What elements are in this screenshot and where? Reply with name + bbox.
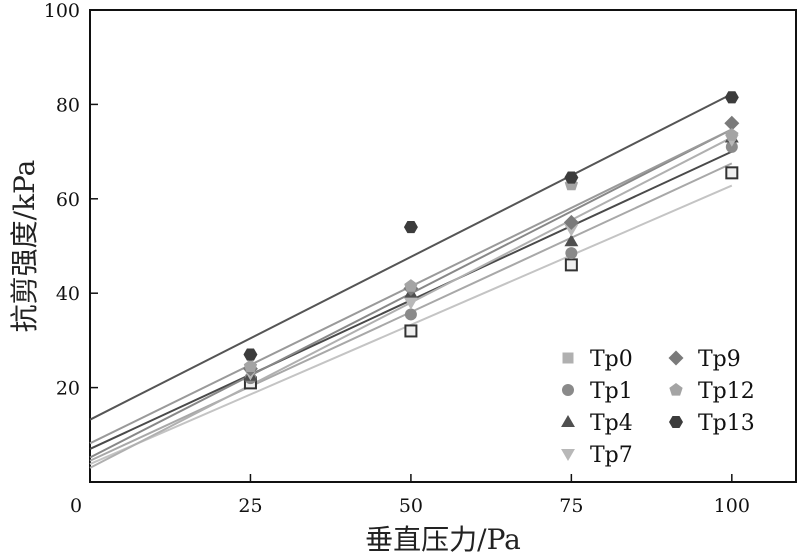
legend-marker-tp0 [562,352,574,364]
data-point-tp12 [243,359,258,373]
legend-marker-tp13 [669,415,683,429]
y-axis-title: 抗剪强度/kPa [8,160,41,333]
data-point-tp13 [243,348,258,361]
legend-label-tp4: Tp4 [590,411,633,436]
legend: Tp0 Tp1 Tp4 Tp7 Tp9 Tp12 Tp13 [561,347,755,468]
x-tick-label: 0 [70,495,82,517]
data-point-tp0 [564,258,578,272]
legend-marker-tp12 [669,383,683,396]
data-point-tp0 [725,166,739,180]
plot-frame [89,9,797,483]
data-point-tp12 [404,279,418,292]
axis-ticks: 0 25 50 75 100 20 40 60 80 100 [44,0,750,517]
data-point-tp4 [564,234,579,247]
data-point-tp13 [724,91,739,104]
legend-label-tp9: Tp9 [698,347,741,372]
legend-marker-tp4 [561,415,575,427]
fit-lines [89,93,733,469]
x-tick-label: 75 [559,495,583,517]
legend-label-tp12: Tp12 [698,379,755,404]
legend-label-tp13: Tp13 [698,411,755,436]
fit-line-tp13 [89,93,733,421]
data-point-tp9 [563,214,579,230]
data-point-tp13 [564,171,579,184]
x-axis-title: 垂直压力/Pa [365,523,521,556]
y-tick-label: 40 [56,283,80,305]
data-points [242,91,740,390]
data-point-tp1 [725,140,738,153]
x-tick-label: 25 [238,495,262,517]
legend-marker-tp9 [668,350,684,366]
y-tick-label: 100 [44,0,80,22]
legend-marker-tp1 [562,384,574,396]
data-point-tp7 [564,224,579,237]
legend-label-tp0: Tp0 [590,347,633,372]
x-tick-label: 50 [399,495,423,517]
y-tick-label: 20 [56,378,80,400]
data-point-tp1 [404,308,417,321]
legend-label-tp1: Tp1 [590,379,633,404]
data-point-tp9 [724,115,740,131]
y-tick-label: 60 [56,189,80,211]
legend-label-tp7: Tp7 [590,443,633,468]
data-point-tp7 [403,297,418,310]
data-point-tp1 [565,247,578,260]
y-tick-label: 80 [56,94,80,116]
data-point-tp0 [404,324,418,338]
data-point-tp13 [403,221,418,234]
legend-marker-tp7 [561,449,575,461]
data-point-tp12 [725,128,739,141]
x-tick-label: 100 [714,495,750,517]
